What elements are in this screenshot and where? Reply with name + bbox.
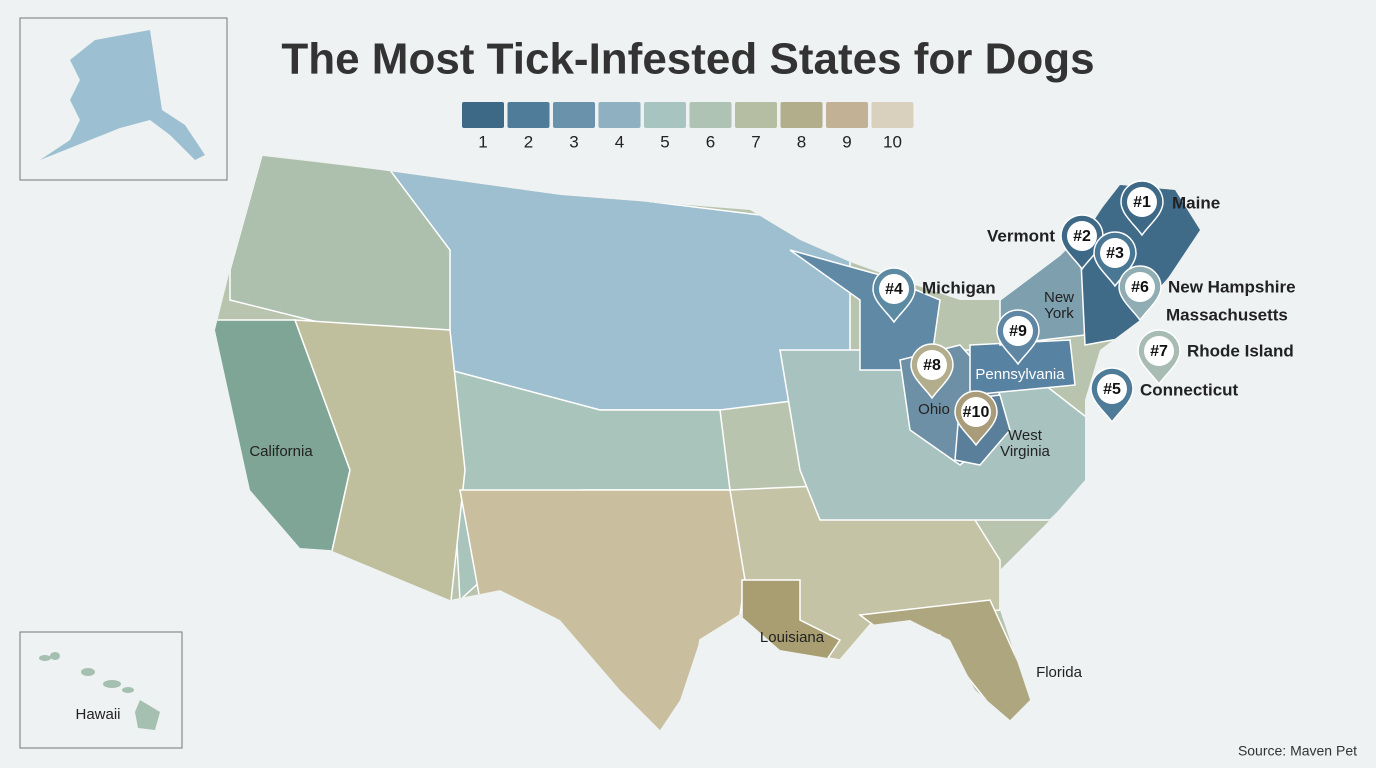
pin-center	[1097, 374, 1127, 404]
place-label: Michigan	[922, 278, 996, 297]
alaska-shape	[40, 30, 205, 160]
pin-rank: #4	[885, 281, 903, 298]
place-label: Pennsylvania	[975, 366, 1065, 383]
pin-rank: #7	[1150, 343, 1168, 360]
pin-rank: #8	[923, 357, 941, 374]
pin-center	[1144, 336, 1174, 366]
legend-label: 8	[797, 132, 806, 151]
pin-center	[1125, 272, 1155, 302]
legend-swatch	[644, 102, 686, 128]
place-label: Connecticut	[1140, 380, 1239, 399]
place-label: Massachusetts	[1166, 305, 1288, 324]
pin-rank: #10	[963, 404, 990, 421]
legend-label: 2	[524, 132, 533, 151]
source: Source: Maven Pet	[1238, 743, 1357, 759]
place-label: California	[249, 443, 313, 460]
pin-rank: #2	[1073, 228, 1091, 245]
legend-swatch	[826, 102, 868, 128]
legend-swatch	[735, 102, 777, 128]
pin-center	[879, 274, 909, 304]
place-label: Florida	[1036, 664, 1083, 681]
legend-swatch	[462, 102, 504, 128]
pin-rank: #3	[1106, 245, 1124, 262]
place-label: Ohio	[918, 401, 950, 418]
pin-center	[1127, 187, 1157, 217]
pin-rank: #6	[1131, 279, 1149, 296]
place-label: New Hampshire	[1168, 277, 1296, 296]
title: The Most Tick-Infested States for Dogs	[281, 35, 1094, 84]
place-label: West	[1008, 427, 1043, 444]
place-label: Vermont	[987, 226, 1055, 245]
pin-center	[1003, 316, 1033, 346]
pin-rank: #5	[1103, 381, 1121, 398]
place-label: Rhode Island	[1187, 341, 1294, 360]
legend-label: 6	[706, 132, 715, 151]
legend-label: 3	[569, 132, 578, 151]
place-label: Maine	[1172, 193, 1220, 212]
hawaii-shape	[39, 652, 160, 730]
legend-swatch	[553, 102, 595, 128]
hawaii-inset	[19, 631, 183, 749]
place-label: New	[1044, 289, 1074, 306]
pin-center	[961, 397, 991, 427]
alaska-inset	[19, 17, 228, 181]
legend-label: 9	[842, 132, 851, 151]
legend-label: 4	[615, 132, 624, 151]
legend-swatch	[689, 102, 732, 128]
legend-label: 7	[751, 132, 760, 151]
place-label: Louisiana	[760, 629, 825, 646]
place-label: Hawaii	[75, 706, 120, 723]
pin-center	[1067, 221, 1097, 251]
place-label: Virginia	[1000, 443, 1050, 460]
legend-swatch	[780, 102, 823, 128]
legend-swatch	[871, 102, 914, 128]
pin-rank: #9	[1009, 323, 1027, 340]
legend-label: 1	[478, 132, 487, 151]
pin-center	[1100, 238, 1130, 268]
pennsylvania-region	[969, 339, 1076, 396]
pin-center	[917, 350, 947, 380]
legend-label: 5	[660, 132, 669, 151]
legend-swatch	[598, 102, 641, 128]
legend-label: 10	[883, 132, 902, 151]
pin-rank: #1	[1133, 194, 1151, 211]
legend-swatch	[507, 102, 550, 128]
place-label: York	[1044, 305, 1074, 322]
